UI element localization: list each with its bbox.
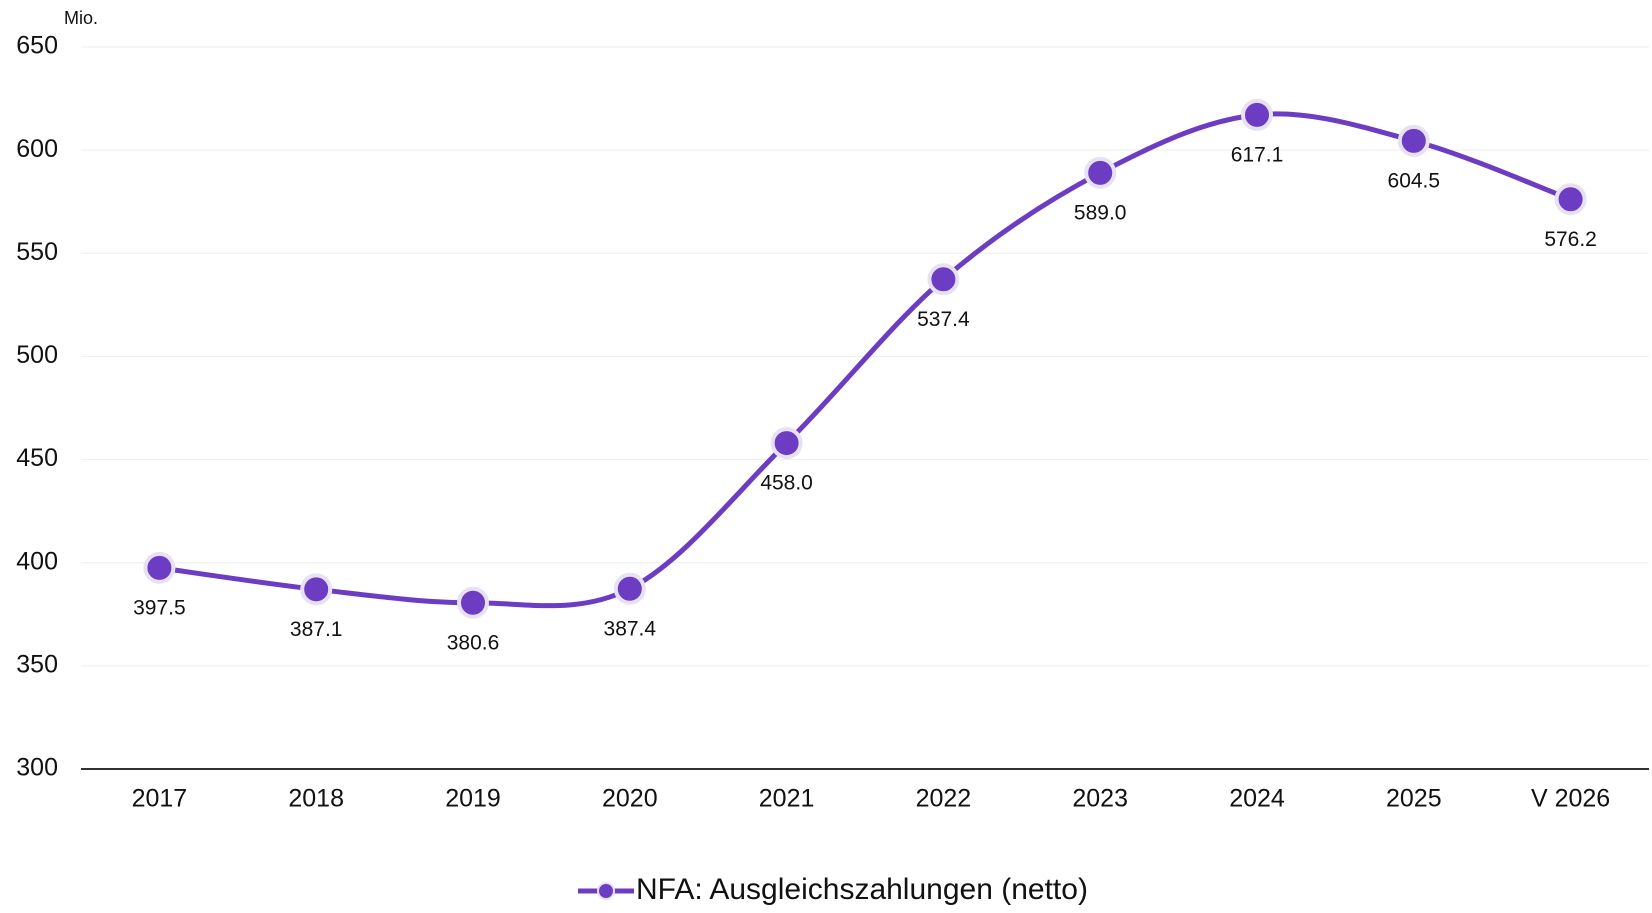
data-label: 589.0: [1074, 201, 1127, 224]
y-tick-label: 650: [16, 32, 58, 60]
data-label: 604.5: [1388, 169, 1441, 192]
data-label: 617.1: [1231, 143, 1284, 166]
data-label: 387.4: [604, 617, 657, 640]
y-tick-label: 600: [16, 135, 58, 163]
x-tick-label: 2023: [1072, 785, 1128, 813]
data-point: [1554, 183, 1587, 216]
data-label: 380.6: [447, 631, 500, 654]
x-tick-label: 2017: [132, 785, 188, 813]
data-point: [300, 573, 333, 606]
x-tick-label: 2021: [759, 785, 815, 813]
data-label: 397.5: [133, 596, 186, 619]
data-label: 537.4: [917, 308, 970, 331]
x-tick-label: 2024: [1229, 785, 1285, 813]
data-point: [613, 572, 646, 605]
data-label: 576.2: [1544, 228, 1597, 251]
data-point: [1084, 156, 1117, 189]
data-point: [1241, 98, 1273, 131]
data-point: [457, 586, 489, 619]
data-point: [770, 427, 803, 460]
data-point: [927, 263, 960, 296]
x-tick-label: 2025: [1386, 785, 1442, 813]
legend-label: NFA: Ausgleichszahlungen (netto): [636, 873, 1088, 906]
y-tick-label: 450: [16, 444, 58, 472]
data-point: [143, 551, 176, 584]
y-tick-label: 350: [16, 650, 58, 678]
y-tick-label: 550: [16, 238, 58, 266]
x-tick-label: 2019: [445, 785, 501, 813]
x-tick-label: 2018: [288, 785, 344, 813]
legend-marker: [597, 882, 615, 900]
y-tick-label: 500: [16, 341, 58, 369]
x-tick-label: 2022: [916, 785, 972, 813]
unit-label: Mio.: [64, 8, 98, 28]
y-tick-label: 400: [16, 547, 58, 575]
data-point: [1397, 124, 1430, 157]
data-label: 458.0: [760, 472, 813, 495]
x-tick-label: 2020: [602, 785, 658, 813]
y-tick-label: 300: [16, 754, 58, 782]
x-tick-label: V 2026: [1531, 785, 1610, 813]
data-label: 387.1: [290, 618, 343, 641]
series-line: [159, 111, 1572, 609]
